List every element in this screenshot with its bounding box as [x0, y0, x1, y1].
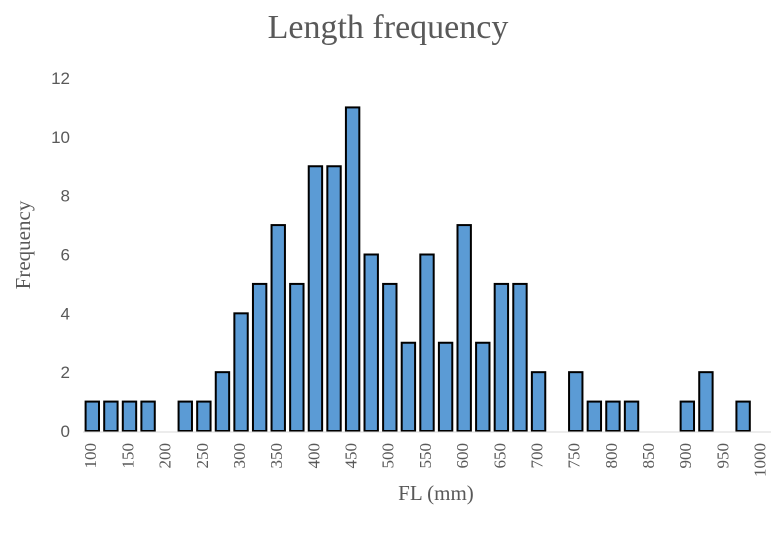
bar: [103, 400, 119, 433]
y-tick-label: 4: [61, 304, 70, 323]
x-axis-ticks: 100 150 200 250 300 350 400 450 500 550 600 650 700 7…: [81, 443, 769, 477]
x-tick-label: 500: [379, 443, 398, 469]
x-tick-label: 650: [490, 443, 509, 469]
bar: [568, 371, 584, 432]
bar: [400, 341, 417, 432]
bar: [251, 282, 268, 432]
x-tick-label: 450: [342, 443, 361, 469]
x-tick-label: 700: [527, 443, 546, 469]
x-tick-label: 100: [81, 443, 100, 469]
x-tick-label: 250: [193, 443, 212, 469]
bar: [530, 371, 547, 432]
bars: [84, 106, 751, 433]
bar: [177, 400, 193, 433]
bar: [475, 341, 491, 432]
bar: [735, 400, 751, 433]
x-tick-label: 750: [565, 443, 584, 469]
bar: [623, 400, 640, 433]
bar: [493, 282, 510, 432]
bar: [456, 224, 472, 432]
x-tick-label: 850: [639, 443, 658, 469]
x-tick-label: 200: [156, 443, 175, 469]
bar: [344, 106, 361, 433]
bar: [307, 165, 324, 432]
y-tick-label: 12: [51, 69, 70, 88]
bar: [698, 371, 714, 432]
x-axis-title: FL (mm): [398, 481, 474, 505]
y-axis-ticks: 0 2 4 6 8 10 12: [51, 69, 70, 441]
y-tick-label: 8: [61, 187, 70, 206]
bar: [437, 341, 454, 432]
bar: [196, 400, 212, 433]
x-tick-label: 900: [676, 443, 695, 469]
x-tick-label: 300: [230, 443, 249, 469]
x-tick-label: 800: [602, 443, 621, 469]
y-tick-label: 0: [61, 422, 70, 441]
x-tick-label: 1000: [751, 443, 770, 477]
bar: [84, 400, 100, 433]
chart-title: Length frequency: [268, 9, 509, 46]
y-axis-title: Frequency: [11, 200, 35, 289]
bar: [382, 282, 398, 432]
x-tick-label: 950: [713, 443, 732, 469]
bar: [605, 400, 621, 433]
bar: [289, 282, 305, 432]
bar: [512, 282, 528, 432]
bar: [121, 400, 138, 433]
x-tick-label: 550: [416, 443, 435, 469]
x-tick-label: 400: [304, 443, 323, 469]
bar: [586, 400, 603, 433]
bar: [233, 312, 249, 433]
bar: [214, 371, 231, 432]
y-tick-label: 2: [61, 363, 70, 382]
bar: [419, 253, 435, 432]
y-tick-label: 6: [61, 246, 70, 265]
x-tick-label: 150: [118, 443, 137, 469]
bar: [140, 400, 156, 433]
bar: [270, 224, 286, 432]
bar: [679, 400, 696, 433]
y-tick-label: 10: [51, 128, 70, 147]
x-tick-label: 350: [267, 443, 286, 469]
bar: [363, 253, 379, 432]
x-tick-label: 600: [453, 443, 472, 469]
bar: [326, 165, 342, 432]
